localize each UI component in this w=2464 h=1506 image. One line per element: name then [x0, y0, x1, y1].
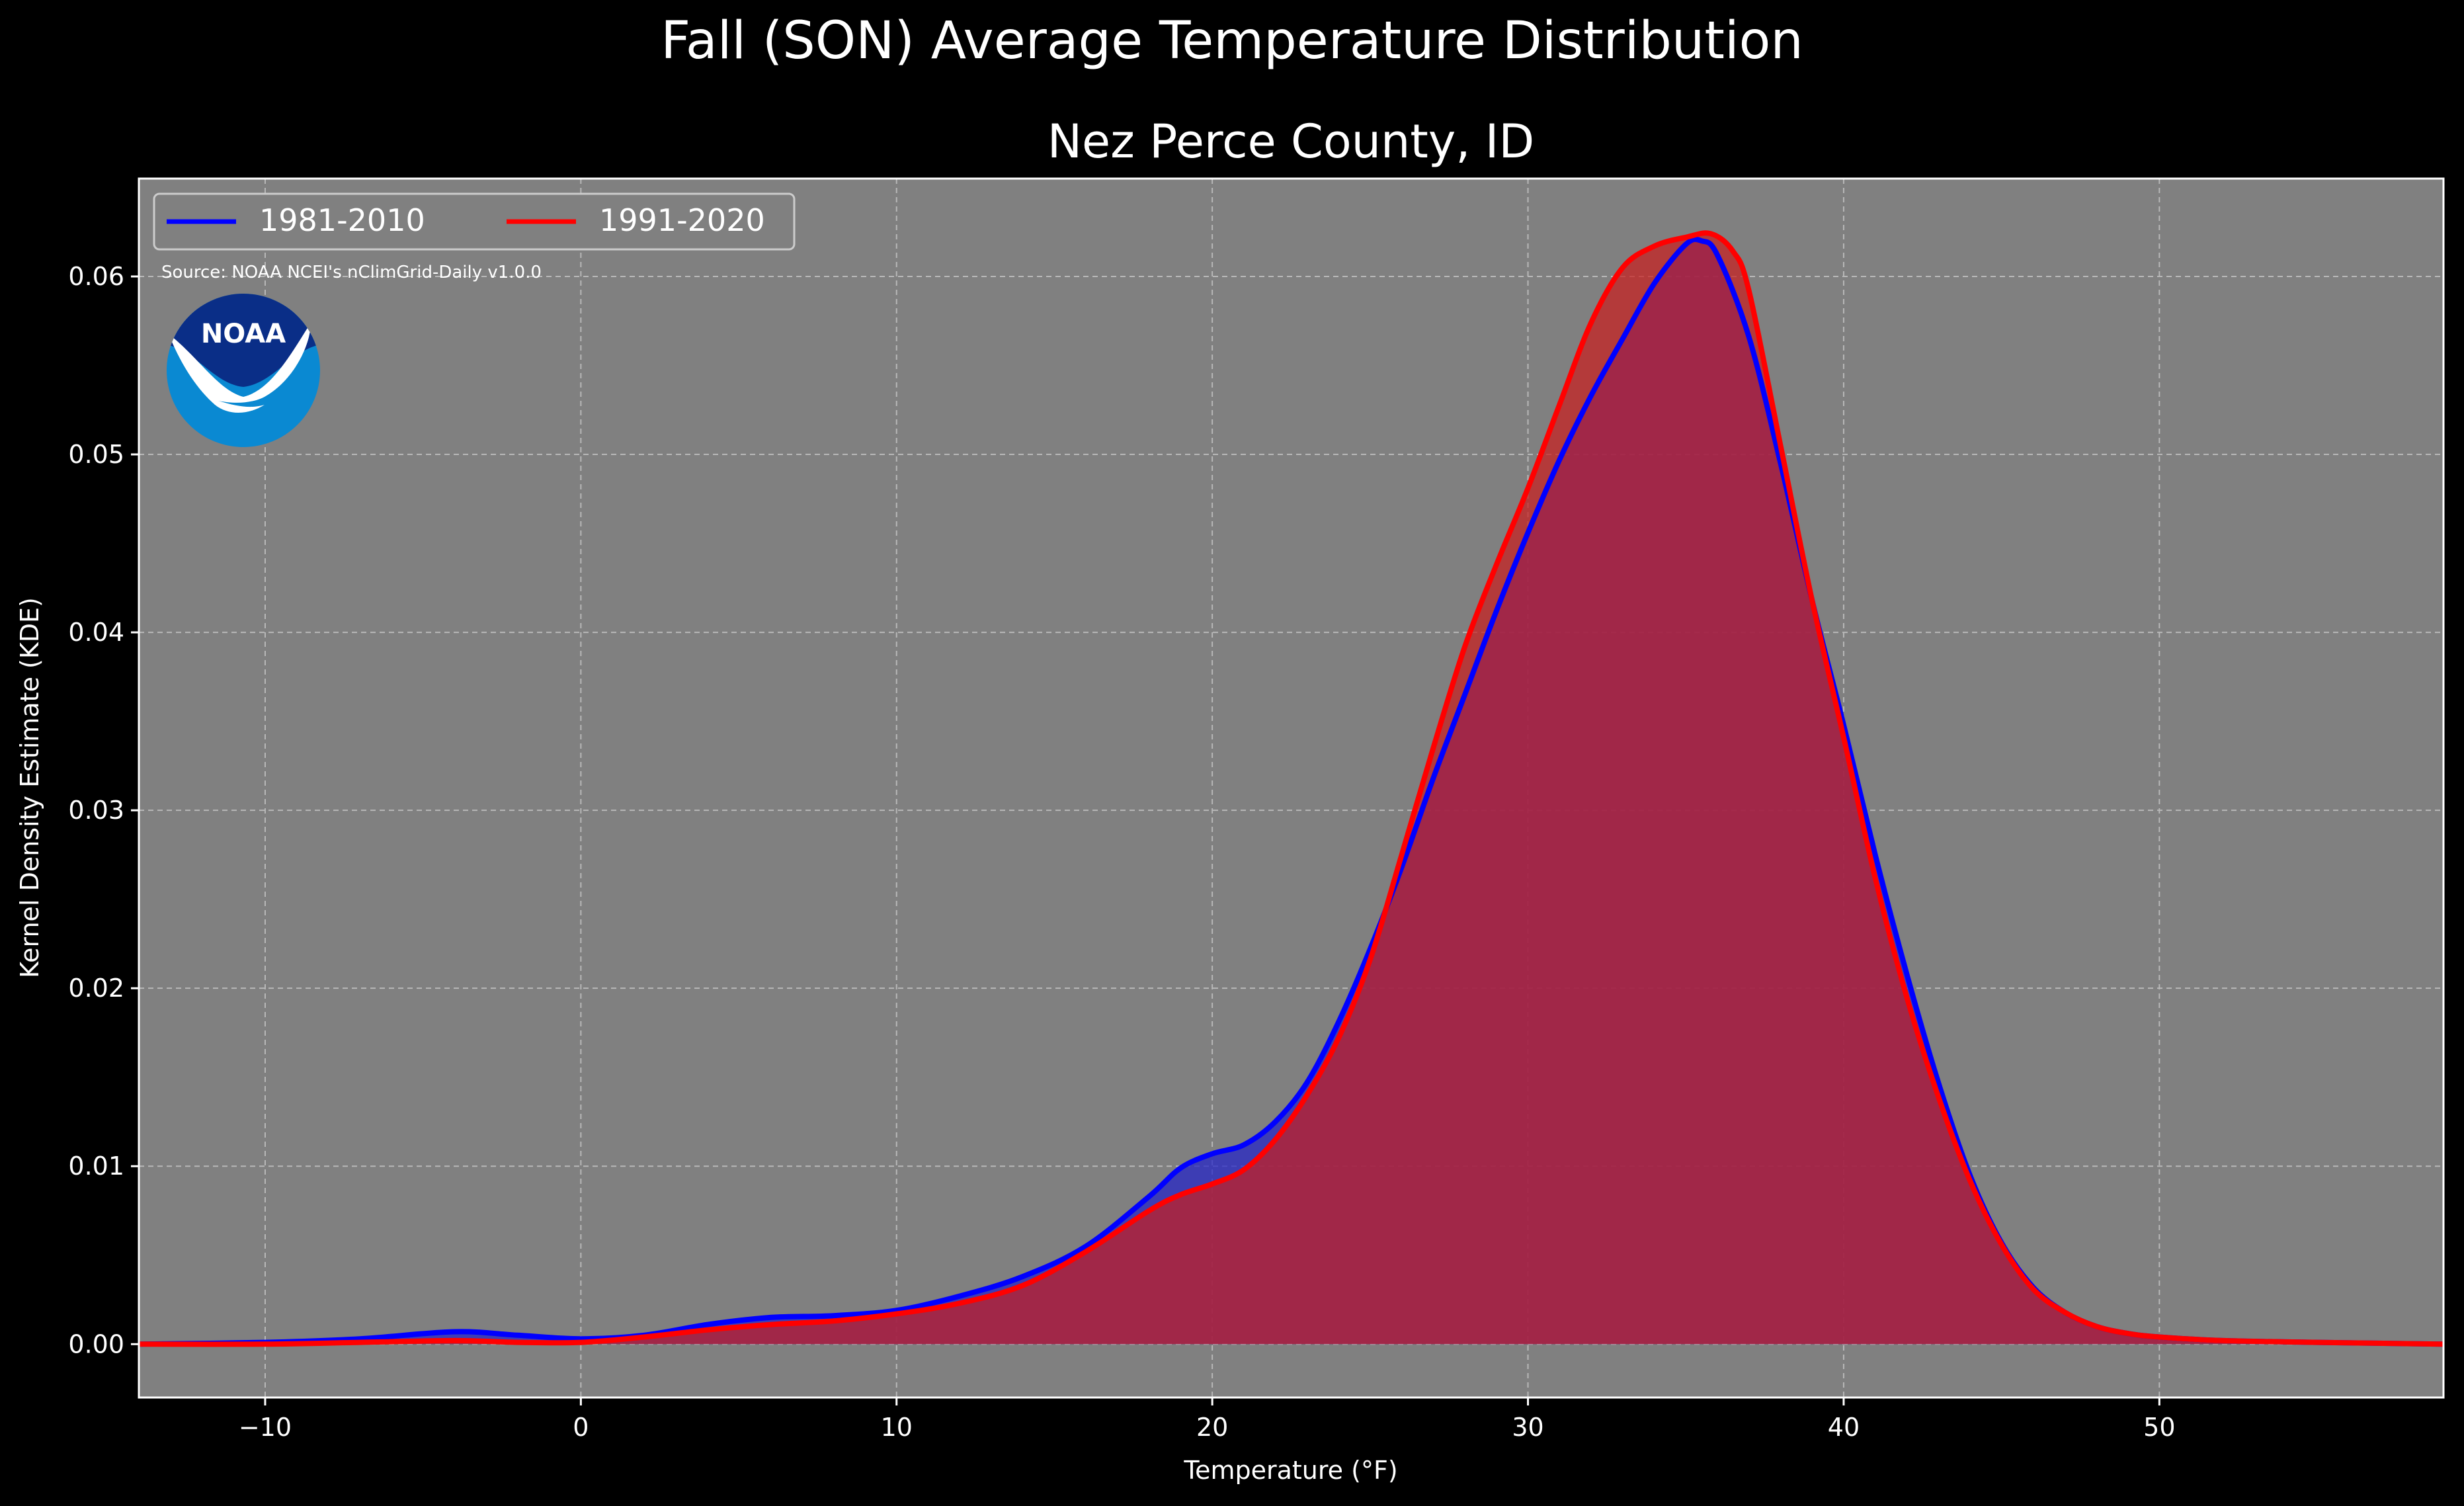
series-area-1991-2020 [139, 233, 2443, 1345]
x-tick-label: 50 [2143, 1413, 2175, 1442]
x-tick-label: 20 [1196, 1413, 1228, 1442]
x-tick-label: −10 [239, 1413, 292, 1442]
y-tick-label: 0.02 [68, 974, 124, 1003]
legend: 1981-2010 1991-2020 [153, 192, 796, 251]
series-line-1991-2020 [138, 230, 2444, 1347]
noaa-logo-icon: NOAA [167, 294, 320, 447]
y-axis-label: Kernel Density Estimate (KDE) [15, 597, 44, 978]
plot-frame [138, 177, 2445, 1399]
source-note: Source: NOAA NCEI's nClimGrid-Daily v1.0… [161, 263, 542, 282]
chart-title: Fall (SON) Average Temperature Distribut… [661, 11, 1803, 71]
x-tick-label: 40 [1828, 1413, 1860, 1442]
y-tick-label: 0.00 [68, 1329, 124, 1359]
y-tick-label: 0.01 [68, 1151, 124, 1181]
legend-label-1981: 1981-2010 [259, 202, 425, 238]
x-tick-label: 10 [881, 1413, 913, 1442]
x-tick-label: 0 [573, 1413, 589, 1442]
legend-box [153, 192, 796, 251]
legend-label-1991: 1991-2020 [599, 202, 765, 238]
series-area [138, 230, 2444, 1347]
noaa-logo-text: NOAA [201, 319, 286, 349]
chart-subtitle: Nez Perce County, ID [1047, 114, 1535, 169]
axis-ticks: −10 0 10 20 30 40 50 0.00 0.01 0.02 0.03 0.04 0.05 0.… [68, 262, 2175, 1442]
y-tick-label: 0.03 [68, 796, 124, 825]
y-tick-label: 0.06 [68, 262, 124, 291]
y-tick-label: 0.04 [68, 618, 124, 647]
x-axis-label: Temperature (°F) [1183, 1456, 1397, 1485]
y-tick-label: 0.05 [68, 440, 124, 469]
x-tick-label: 30 [1512, 1413, 1543, 1442]
